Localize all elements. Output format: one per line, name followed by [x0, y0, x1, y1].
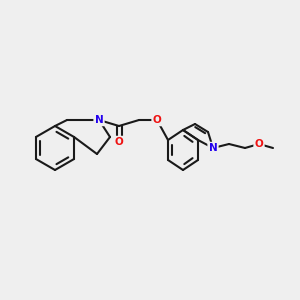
Text: O: O [153, 115, 161, 125]
Text: N: N [94, 115, 103, 125]
Text: O: O [255, 139, 263, 149]
Text: N: N [208, 143, 217, 153]
Text: O: O [115, 137, 123, 147]
